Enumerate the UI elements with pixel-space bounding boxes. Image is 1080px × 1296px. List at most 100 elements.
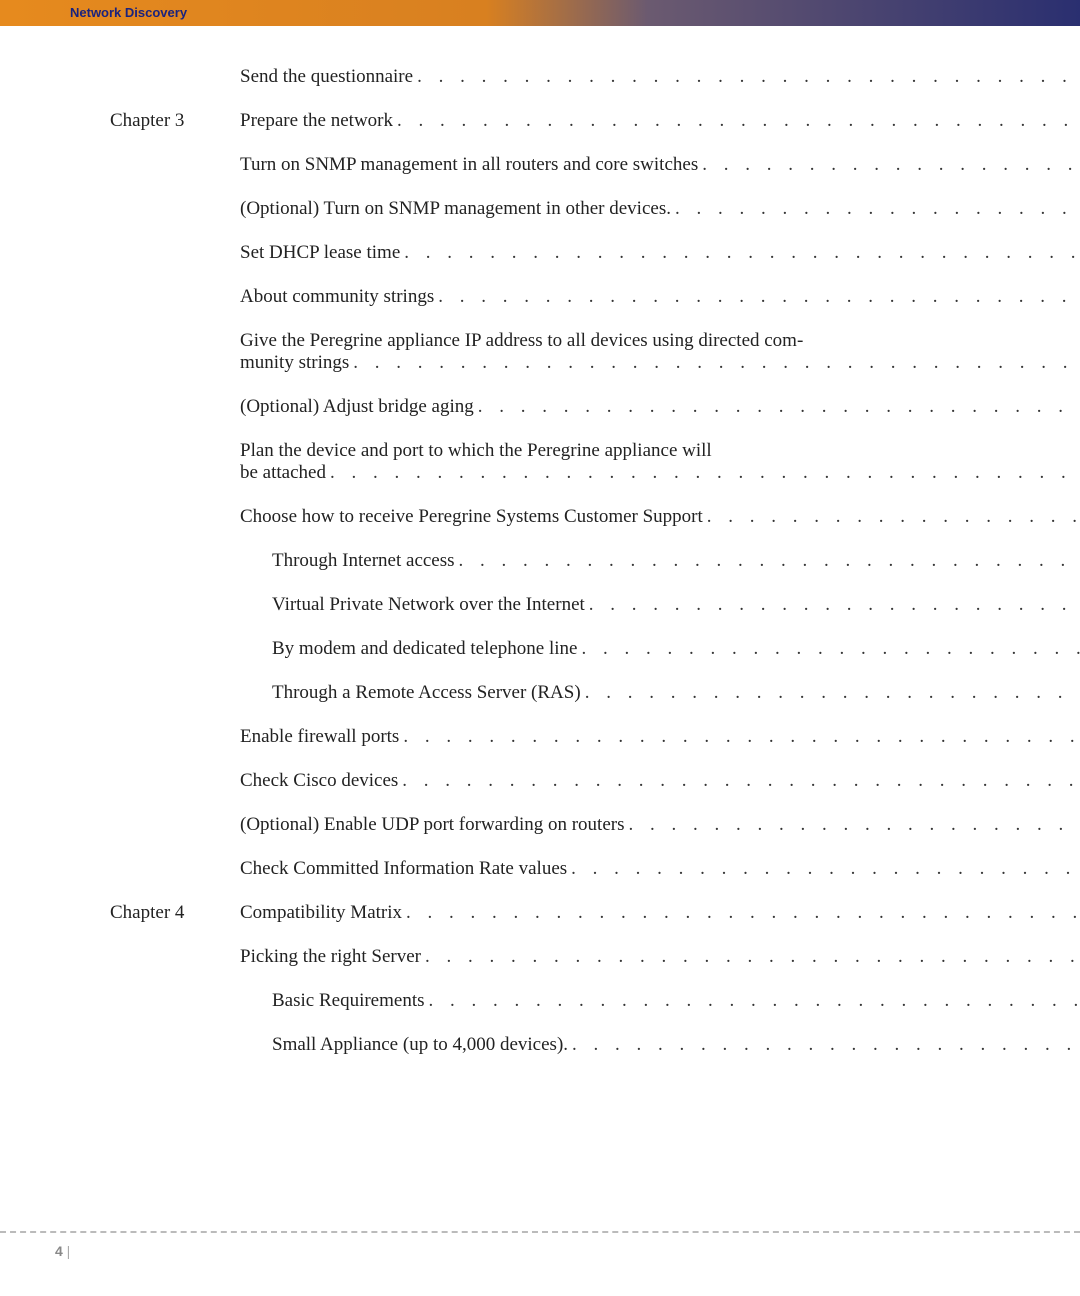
toc-entry-text: Compatibility Matrix: [240, 902, 402, 924]
toc-row: Turn on SNMP management in all routers a…: [60, 154, 1020, 176]
toc-row: Through a Remote Access Server (RAS) . .…: [60, 682, 1020, 704]
leader-dots: . . . . . . . . . . . . . . . . . . . . …: [330, 462, 1080, 484]
toc-row: Chapter 3Prepare the network . . . . . .…: [60, 110, 1020, 132]
toc-entry-text: (Optional) Enable UDP port forwarding on…: [240, 814, 624, 836]
toc-entry-line: Virtual Private Network over the Interne…: [272, 594, 1080, 616]
toc-entry-line: Check Committed Information Rate values …: [240, 858, 1080, 880]
toc-entry-line: Enable firewall ports . . . . . . . . . …: [240, 726, 1080, 748]
toc-entry-text: be attached: [240, 462, 326, 484]
toc-entry: (Optional) Adjust bridge aging . . . . .…: [240, 396, 1080, 418]
toc-entry-text: munity strings: [240, 352, 349, 374]
toc-entry: Enable firewall ports . . . . . . . . . …: [240, 726, 1080, 748]
leader-dots: . . . . . . . . . . . . . . . . . . . . …: [417, 66, 1080, 88]
toc-entry-line: Compatibility Matrix . . . . . . . . . .…: [240, 902, 1080, 924]
header-bar: Network Discovery: [0, 0, 1080, 26]
toc-entry-text: Check Cisco devices: [240, 770, 398, 792]
header-title: Network Discovery: [70, 5, 187, 20]
leader-dots: . . . . . . . . . . . . . . . . . . . . …: [571, 858, 1080, 880]
toc-entry-line: (Optional) Enable UDP port forwarding on…: [240, 814, 1080, 836]
leader-dots: . . . . . . . . . . . . . . . . . . . . …: [425, 946, 1080, 968]
toc-entry-line: Through a Remote Access Server (RAS) . .…: [272, 682, 1080, 704]
leader-dots: . . . . . . . . . . . . . . . . . . . . …: [675, 198, 1080, 220]
toc-row: Give the Peregrine appliance IP address …: [60, 330, 1020, 374]
toc-entry-text: Give the Peregrine appliance IP address …: [240, 330, 803, 352]
toc-row: Basic Requirements . . . . . . . . . . .…: [60, 990, 1020, 1012]
toc-entry-line2: be attached . . . . . . . . . . . . . . …: [240, 462, 1080, 484]
toc-row: (Optional) Enable UDP port forwarding on…: [60, 814, 1020, 836]
leader-dots: . . . . . . . . . . . . . . . . . . . . …: [572, 1034, 1080, 1056]
toc-entry-line: Turn on SNMP management in all routers a…: [240, 154, 1080, 176]
toc-row: Small Appliance (up to 4,000 devices). .…: [60, 1034, 1020, 1056]
toc-row: Enable firewall ports . . . . . . . . . …: [60, 726, 1020, 748]
toc-entry: Virtual Private Network over the Interne…: [240, 594, 1080, 616]
leader-dots: . . . . . . . . . . . . . . . . . . . . …: [397, 110, 1080, 132]
leader-dots: . . . . . . . . . . . . . . . . . . . . …: [459, 550, 1080, 572]
toc-row: (Optional) Turn on SNMP management in ot…: [60, 198, 1020, 220]
toc-entry-line: About community strings . . . . . . . . …: [240, 286, 1080, 308]
toc-entry-text: Picking the right Server: [240, 946, 421, 968]
toc-entry-text: Plan the device and port to which the Pe…: [240, 440, 712, 462]
toc-entry: Plan the device and port to which the Pe…: [240, 440, 1080, 484]
toc-entry-text: About community strings: [240, 286, 434, 308]
toc-row: Choose how to receive Peregrine Systems …: [60, 506, 1020, 528]
leader-dots: . . . . . . . . . . . . . . . . . . . . …: [581, 638, 1080, 660]
toc-entry: (Optional) Turn on SNMP management in ot…: [240, 198, 1080, 220]
toc-entry-line2: munity strings . . . . . . . . . . . . .…: [240, 352, 1080, 374]
toc-entry: By modem and dedicated telephone line . …: [240, 638, 1080, 660]
toc-entry-line: (Optional) Turn on SNMP management in ot…: [240, 198, 1080, 220]
toc-entry-text: Check Committed Information Rate values: [240, 858, 567, 880]
toc-entry-text: Send the questionnaire: [240, 66, 413, 88]
toc-entry: Give the Peregrine appliance IP address …: [240, 330, 1080, 374]
toc-entry: Check Cisco devices . . . . . . . . . . …: [240, 770, 1080, 792]
toc-row: By modem and dedicated telephone line . …: [60, 638, 1020, 660]
toc-entry-text: By modem and dedicated telephone line: [272, 638, 577, 660]
toc-entry-line: Set DHCP lease time . . . . . . . . . . …: [240, 242, 1080, 264]
toc-entry: About community strings . . . . . . . . …: [240, 286, 1080, 308]
toc-row: Picking the right Server . . . . . . . .…: [60, 946, 1020, 968]
leader-dots: . . . . . . . . . . . . . . . . . . . . …: [353, 352, 1080, 374]
toc-entry-line: Picking the right Server . . . . . . . .…: [240, 946, 1080, 968]
toc-list: Send the questionnaire . . . . . . . . .…: [60, 66, 1020, 1056]
leader-dots: . . . . . . . . . . . . . . . . . . . . …: [478, 396, 1080, 418]
toc-entry: Turn on SNMP management in all routers a…: [240, 154, 1080, 176]
toc-entry: Compatibility Matrix . . . . . . . . . .…: [240, 902, 1080, 924]
toc-row: Chapter 4Compatibility Matrix . . . . . …: [60, 902, 1020, 924]
toc-entry: Small Appliance (up to 4,000 devices). .…: [240, 1034, 1080, 1056]
toc-entry-text: (Optional) Adjust bridge aging: [240, 396, 474, 418]
chapter-label: Chapter 4: [60, 902, 240, 924]
leader-dots: . . . . . . . . . . . . . . . . . . . . …: [429, 990, 1080, 1012]
toc-entry-line: By modem and dedicated telephone line . …: [272, 638, 1080, 660]
toc-entry: Through a Remote Access Server (RAS) . .…: [240, 682, 1080, 704]
toc-entry: Prepare the network . . . . . . . . . . …: [240, 110, 1080, 132]
leader-dots: . . . . . . . . . . . . . . . . . . . . …: [403, 726, 1080, 748]
leader-dots: . . . . . . . . . . . . . . . . . . . . …: [406, 902, 1080, 924]
toc-entry-text: Through Internet access: [272, 550, 455, 572]
toc-entry-line: Prepare the network . . . . . . . . . . …: [240, 110, 1080, 132]
toc-entry-line: Check Cisco devices . . . . . . . . . . …: [240, 770, 1080, 792]
leader-dots: . . . . . . . . . . . . . . . . . . . . …: [628, 814, 1080, 836]
leader-dots: . . . . . . . . . . . . . . . . . . . . …: [589, 594, 1080, 616]
leader-dots: . . . . . . . . . . . . . . . . . . . . …: [585, 682, 1080, 704]
toc-row: About community strings . . . . . . . . …: [60, 286, 1020, 308]
toc-row: (Optional) Adjust bridge aging . . . . .…: [60, 396, 1020, 418]
toc-entry-text: Turn on SNMP management in all routers a…: [240, 154, 698, 176]
toc-entry-text: Enable firewall ports: [240, 726, 399, 748]
toc-entry: Basic Requirements . . . . . . . . . . .…: [240, 990, 1080, 1012]
page-footer: 4 |: [0, 1231, 1080, 1261]
toc-row: Plan the device and port to which the Pe…: [60, 440, 1020, 484]
toc-entry-text: Through a Remote Access Server (RAS): [272, 682, 581, 704]
toc-entry: Set DHCP lease time . . . . . . . . . . …: [240, 242, 1080, 264]
toc-entry-text: (Optional) Turn on SNMP management in ot…: [240, 198, 671, 220]
toc-entry: Picking the right Server . . . . . . . .…: [240, 946, 1080, 968]
toc-entry-line1: Plan the device and port to which the Pe…: [240, 440, 1080, 462]
toc-row: Check Committed Information Rate values …: [60, 858, 1020, 880]
toc-entry: Through Internet access . . . . . . . . …: [240, 550, 1080, 572]
toc-row: Virtual Private Network over the Interne…: [60, 594, 1020, 616]
leader-dots: . . . . . . . . . . . . . . . . . . . . …: [404, 242, 1080, 264]
toc-row: Set DHCP lease time . . . . . . . . . . …: [60, 242, 1020, 264]
toc-entry-text: Prepare the network: [240, 110, 393, 132]
chapter-label: Chapter 3: [60, 110, 240, 132]
toc-entry-line: Small Appliance (up to 4,000 devices). .…: [272, 1034, 1080, 1056]
toc-entry-line: Through Internet access . . . . . . . . …: [272, 550, 1080, 572]
toc-entry: Choose how to receive Peregrine Systems …: [240, 506, 1080, 528]
